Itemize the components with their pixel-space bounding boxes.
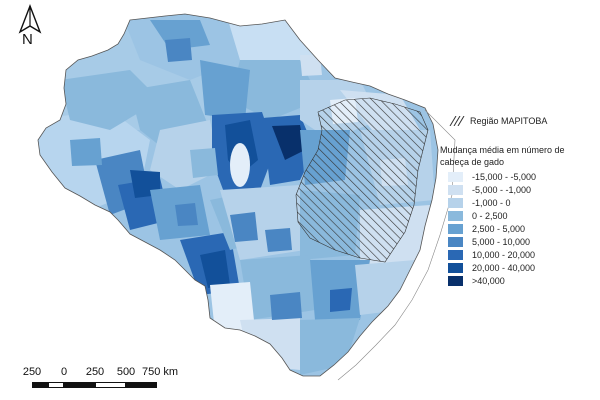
legend-swatch: [448, 237, 463, 248]
legend-classes: -15,000 - -5,000 -5,000 - -1,000 -1,000 - …: [448, 170, 536, 288]
legend-swatch: [448, 223, 463, 234]
legend-class-label: >40,000: [472, 276, 505, 287]
legend-swatch: [448, 210, 463, 221]
legend-title: Mudança média em número de cabeça de gad…: [440, 145, 565, 167]
legend-class-row: >40,000: [448, 275, 536, 288]
legend-class-row: 0 - 2,500: [448, 209, 536, 222]
scale-label: 250: [22, 366, 42, 378]
mapitoba-region: [295, 97, 429, 263]
legend-class-row: -1,000 - 0: [448, 196, 536, 209]
scale-segment: [126, 382, 157, 388]
legend-swatch: [448, 263, 463, 274]
legend-class-row: 20,000 - 40,000: [448, 262, 536, 275]
scale-label: 500: [116, 366, 136, 378]
scale-label: 750 km: [141, 366, 179, 378]
legend-class-label: 20,000 - 40,000: [472, 263, 536, 274]
legend-mapitoba: Região MAPITOBA: [448, 114, 547, 128]
legend-class-label: 5,000 - 10,000: [472, 237, 531, 248]
legend-class-label: 10,000 - 20,000: [472, 250, 536, 261]
legend-class-label: -1,000 - 0: [472, 197, 511, 208]
scale-label: 0: [60, 366, 68, 378]
legend-class-row: -15,000 - -5,000: [448, 170, 536, 183]
legend-swatch: [448, 250, 463, 261]
legend-swatch: [448, 276, 463, 287]
legend-swatch: [448, 197, 463, 208]
legend-class-row: 2,500 - 5,000: [448, 222, 536, 235]
legend-swatch: [448, 184, 463, 195]
legend-class-row: 10,000 - 20,000: [448, 249, 536, 262]
scale-segment: [48, 382, 64, 388]
scale-segment: [64, 382, 95, 388]
scale-label: 250: [85, 366, 105, 378]
legend-mapitoba-label: Região MAPITOBA: [470, 116, 548, 126]
scale-bar: 250 0 250 500 750 km: [22, 366, 194, 396]
scale-segment: [95, 382, 126, 388]
legend-class-row: -5,000 - -1,000: [448, 183, 536, 196]
hatch-pattern-icon: [449, 116, 465, 126]
legend-class-label: -15,000 - -5,000: [472, 171, 537, 182]
legend-swatch: [448, 171, 463, 182]
legend-class-row: 5,000 - 10,000: [448, 235, 536, 248]
legend-class-label: -5,000 - -1,000: [472, 184, 532, 195]
north-arrow-icon: [18, 4, 42, 34]
scale-segment: [32, 382, 48, 388]
north-label: N: [22, 31, 33, 48]
legend-class-label: 2,500 - 5,000: [472, 223, 526, 234]
legend-class-label: 0 - 2,500: [472, 210, 508, 221]
coast-outline: [337, 109, 456, 381]
